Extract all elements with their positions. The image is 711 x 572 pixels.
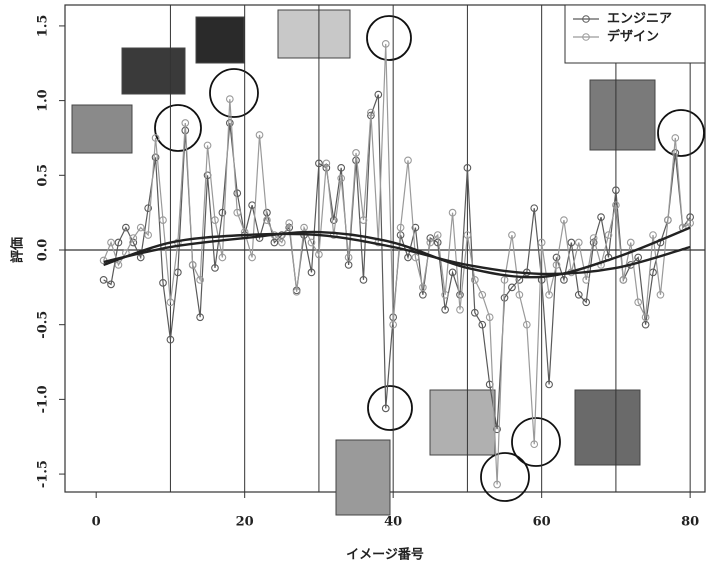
thumbnail: [590, 80, 655, 150]
thumbnail: [430, 390, 495, 455]
thumbnail: [122, 48, 185, 94]
x-tick-label: 40: [384, 515, 402, 530]
thumbnail: [278, 10, 350, 58]
thumbnail: [196, 17, 244, 63]
x-tick-label: 60: [533, 515, 551, 530]
x-tick-label: 0: [92, 515, 101, 530]
y-axis-label: 評価: [10, 237, 26, 263]
x-tick-label: 20: [236, 515, 254, 530]
y-tick-label: 1.0: [36, 89, 51, 112]
y-tick-label: -1.5: [36, 460, 51, 488]
y-tick-label: -0.5: [36, 311, 51, 339]
y-tick-label: 1.5: [36, 15, 51, 38]
thumbnail: [575, 390, 640, 465]
data-point: [100, 277, 107, 284]
legend-label: デザイン: [607, 29, 659, 45]
thumbnail: [336, 440, 390, 515]
highlight-circle: [658, 110, 704, 156]
highlight-circle: [367, 16, 411, 60]
y-tick-label: 0.0: [36, 239, 51, 262]
y-tick-label: 0.5: [36, 164, 51, 187]
thumbnail: [72, 105, 132, 153]
x-tick-label: 80: [681, 515, 699, 530]
y-tick-label: -1.0: [36, 385, 51, 413]
x-axis-label: イメージ番号: [346, 547, 424, 563]
highlight-circle: [481, 453, 529, 501]
highlight-circle: [210, 69, 258, 117]
legend-label: エンジニア: [607, 12, 672, 27]
highlight-circle: [368, 386, 412, 430]
chart: イメージ番号 評価 0 20 40 60 80 -1.5 -1.0 -0.5 0.0 0.5 1.0…: [0, 0, 711, 568]
highlight-circle: [155, 105, 201, 151]
